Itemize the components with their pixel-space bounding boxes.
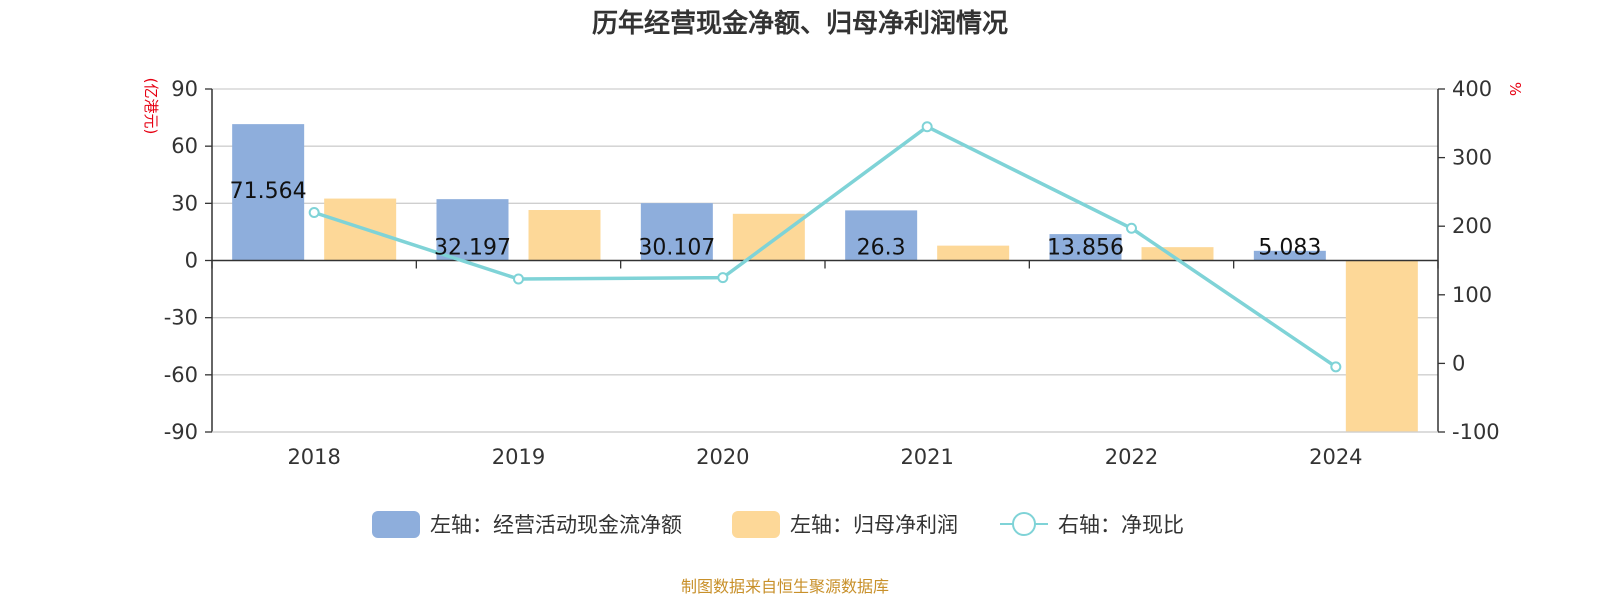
x-tick-label: 2018 [287,445,340,469]
data-label-cash-2019: 32.197 [434,236,511,261]
ratio-point-2020 [717,272,729,284]
data-labels: 71.564 32.197 30.107 26.3 13.856 5.083 [230,179,1322,260]
bar-net-profit-2022 [1141,247,1214,261]
source-note: 制图数据来自恒生聚源数据库 [681,577,889,596]
legend-swatch-marker [1012,512,1036,536]
right-axis: 400 300 200 100 0 -100% [1437,77,1524,444]
right-tick-label: 100 [1452,283,1492,307]
chart-title: 历年经营现金净额、归母净利润情况 [592,8,1008,39]
data-label-cash-2021: 26.3 [857,236,906,261]
bar-cash-flow-2024 [1253,250,1326,261]
data-label-cash-2020: 30.107 [638,236,715,261]
left-axis: 90 60 30 0 -30 -60 -90 (亿港元) [142,77,213,444]
data-label-cash-2018: 71.564 [230,179,307,204]
bar-cash-flow-2020 [640,203,713,261]
bar-net-profit-2018 [324,198,397,261]
x-tick-label: 2019 [492,445,545,469]
x-axis [211,259,1439,433]
bar-net-profit-2021 [937,245,1010,261]
x-tick-label: 2020 [696,445,749,469]
right-axis-unit: % [1506,82,1524,96]
left-tick-label: 60 [171,134,198,158]
legend-swatch-1 [732,511,780,538]
legend-label-0: 左轴：经营活动现金流净额 [430,513,682,537]
ratio-point-2019 [513,273,524,285]
bar-net-profit-2024 [1345,260,1418,432]
right-tick-label: 200 [1452,214,1492,238]
ratio-line-path [313,124,1337,369]
left-tick-label: 30 [171,191,198,215]
data-label-cash-2024: 5.083 [1258,236,1321,261]
left-tick-label: 90 [171,77,198,101]
ratio-point-2021 [921,121,933,133]
left-axis-unit: (亿港元) [142,78,160,135]
x-tick-label: 2024 [1309,445,1362,469]
legend-label-1: 左轴：归母净利润 [790,513,958,537]
bar-net-profit-2020 [732,213,805,261]
bar-cash-flow-2021 [845,210,918,261]
x-tick-label: 2022 [1105,445,1158,469]
ratio-point-2022 [1126,222,1137,234]
bar-cash-flow-2022 [1049,234,1122,261]
bar-net-profit-2019 [528,210,601,261]
right-tick-label: 400 [1452,77,1492,101]
legend: 左轴：经营活动现金流净额 左轴：归母净利润 右轴：净现比 [372,511,1184,538]
data-label-cash-2022: 13.856 [1047,236,1124,261]
legend-label-2: 右轴：净现比 [1058,513,1184,537]
left-tick-label: -90 [164,420,198,444]
left-tick-label: 0 [185,249,198,273]
bar-cash-flow-2018 [232,124,305,261]
bar-cash-flow-2019 [436,199,509,261]
x-tick-labels: 2018 2019 2020 2021 2022 2024 [287,445,1362,469]
x-tick-label: 2021 [900,445,953,469]
ratio-line [308,121,1342,373]
ratio-point-2018 [308,206,320,218]
left-tick-label: -30 [164,306,198,330]
ratio-point-2024 [1330,361,1342,373]
left-tick-label: -60 [164,363,198,387]
right-tick-label: 0 [1452,351,1465,375]
legend-swatch-0 [372,511,420,538]
right-tick-label: 300 [1452,146,1492,170]
right-tick-label: -100 [1452,420,1500,444]
bars [232,124,1418,432]
